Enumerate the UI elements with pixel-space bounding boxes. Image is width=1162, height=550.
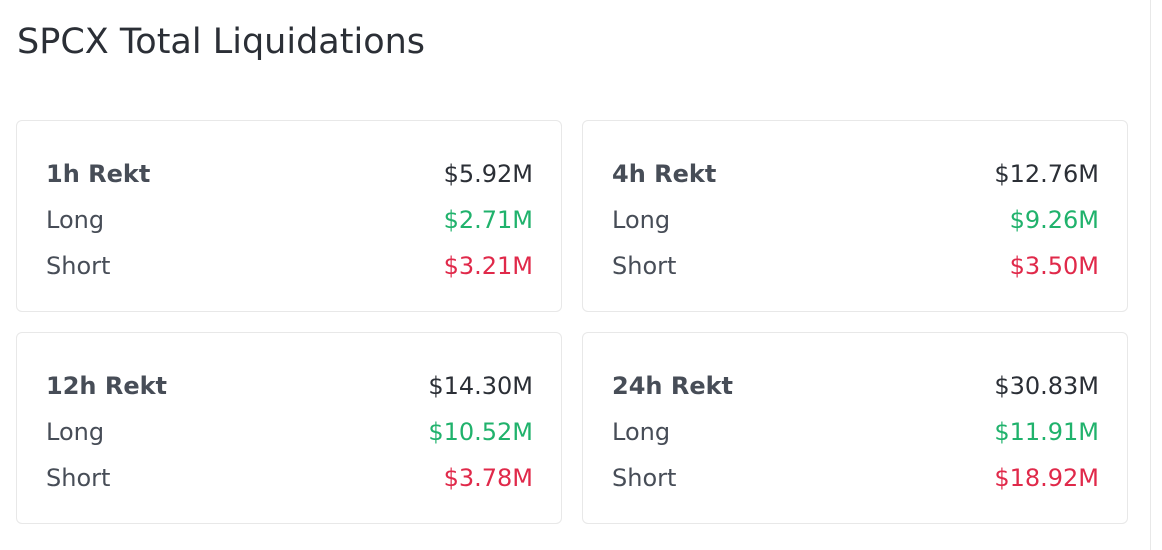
stat-value: $3.50M [1009, 252, 1099, 280]
stat-value: $14.30M [428, 372, 533, 400]
stat-label: Long [612, 206, 671, 234]
stat-card: 1h Rekt $5.92M Long $2.71M Short $3.21M [16, 120, 562, 312]
stat-value: $9.26M [1009, 206, 1099, 234]
stat-label: Long [612, 418, 671, 446]
stat-value: $3.78M [443, 464, 533, 492]
stat-value: $30.83M [994, 372, 1099, 400]
stat-label: Short [612, 252, 677, 280]
stat-label: 24h Rekt [612, 372, 734, 400]
stat-row: Long $9.26M [612, 203, 1099, 237]
stat-value: $2.71M [443, 206, 533, 234]
panel-edge [1150, 0, 1151, 550]
stat-row: 1h Rekt $5.92M [46, 157, 533, 191]
stat-value: $18.92M [994, 464, 1099, 492]
stat-value: $5.92M [443, 160, 533, 188]
stat-card: 12h Rekt $14.30M Long $10.52M Short $3.78M [16, 332, 562, 524]
stat-label: 1h Rekt [46, 160, 151, 188]
stat-label: 12h Rekt [46, 372, 168, 400]
widget-title: SPCX Total Liquidations [17, 22, 426, 62]
stat-value: $10.52M [428, 418, 533, 446]
stat-row: 24h Rekt $30.83M [612, 369, 1099, 403]
stat-value: $3.21M [443, 252, 533, 280]
stat-row: Short $3.50M [612, 249, 1099, 283]
stat-label: Long [46, 418, 105, 446]
stat-value: $11.91M [994, 418, 1099, 446]
stat-row: 4h Rekt $12.76M [612, 157, 1099, 191]
stat-label: Short [612, 464, 677, 492]
stat-row: Short $3.21M [46, 249, 533, 283]
stat-card: 24h Rekt $30.83M Long $11.91M Short $18.92M [582, 332, 1128, 524]
stat-label: Long [46, 206, 105, 234]
stat-label: 4h Rekt [612, 160, 717, 188]
stat-row: Short $18.92M [612, 461, 1099, 495]
stat-row: Long $11.91M [612, 415, 1099, 449]
stat-row: Long $10.52M [46, 415, 533, 449]
stat-label: Short [46, 252, 111, 280]
stat-row: 12h Rekt $14.30M [46, 369, 533, 403]
stat-row: Short $3.78M [46, 461, 533, 495]
stat-value: $12.76M [994, 160, 1099, 188]
stat-card: 4h Rekt $12.76M Long $9.26M Short $3.50M [582, 120, 1128, 312]
stat-row: Long $2.71M [46, 203, 533, 237]
stat-label: Short [46, 464, 111, 492]
